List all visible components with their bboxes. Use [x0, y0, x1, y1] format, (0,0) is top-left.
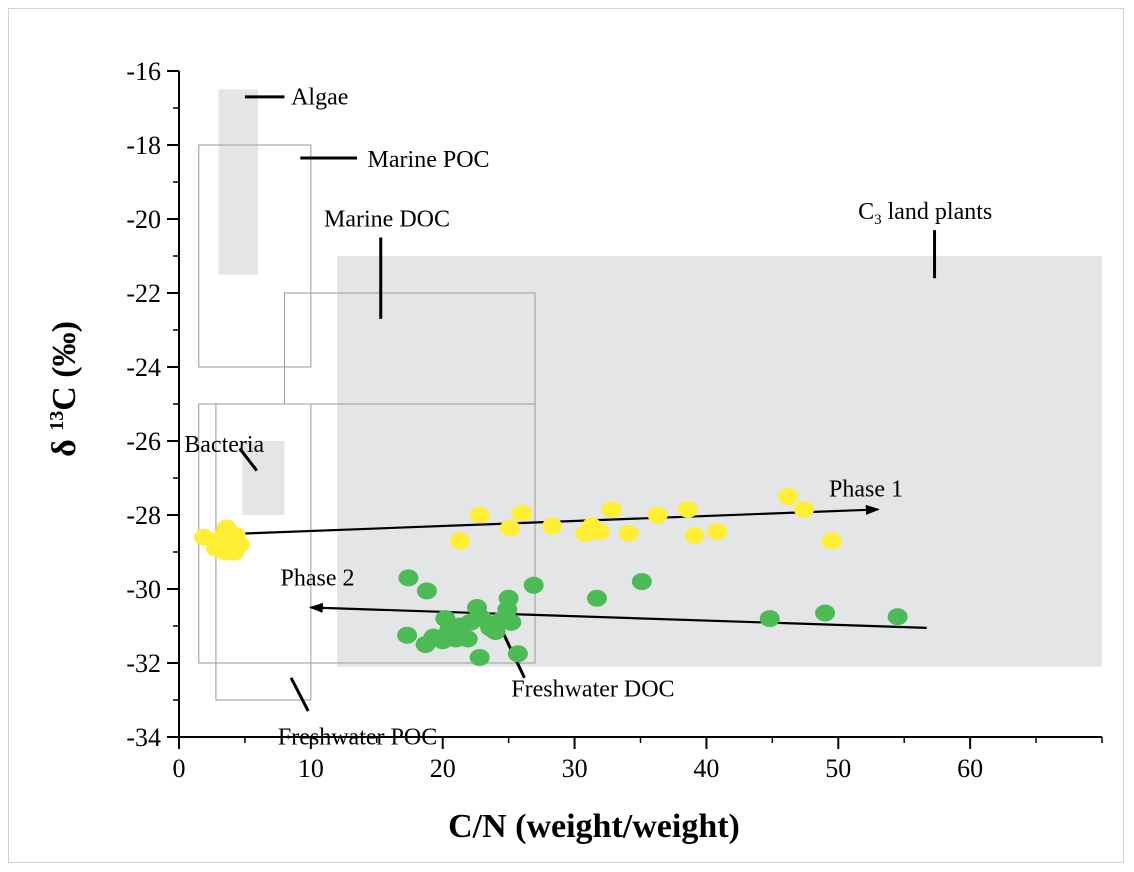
point-phase-1 [821, 532, 842, 550]
trend-arrows-layer [244, 504, 927, 629]
point-phase-2 [586, 589, 607, 607]
point-phase-2 [398, 569, 419, 587]
x-tick-label: 10 [298, 754, 324, 783]
point-phase-2 [759, 610, 780, 628]
point-phase-2 [416, 582, 437, 600]
y-tick-label: -28 [126, 501, 161, 530]
point-phase-2 [498, 589, 519, 607]
label-marine-doc: Marine DOC [324, 206, 450, 232]
annotation-labels-layer: Algae Marine POC Marine DOC C3 land plants B… [184, 84, 992, 750]
y-axis-title: δ 13C (‰) [46, 321, 83, 457]
region-marine-poc [198, 144, 312, 368]
scatter-chart: -34 -32 -30 -28 -26 -24 -22 -20 -18 -16 0 10 20 30 40 5… [46, 57, 1103, 845]
y-axis-title-prefix: δ [46, 431, 83, 457]
y-tick-label: -18 [126, 131, 161, 160]
point-phase-2 [469, 648, 490, 666]
region-c3-land-plants [337, 256, 1102, 667]
label-algae: Algae [291, 84, 348, 110]
point-phase-1 [601, 500, 622, 518]
y-tick-label: -22 [126, 279, 161, 308]
x-tick-label: 60 [957, 754, 983, 783]
regions-layer [198, 89, 1102, 701]
point-phase-1 [794, 500, 815, 518]
y-tick-label: -34 [126, 723, 161, 752]
label-freshwater-doc: Freshwater DOC [511, 676, 674, 702]
point-phase-1 [589, 523, 610, 541]
point-phase-2 [397, 626, 418, 644]
point-phase-1 [684, 526, 705, 544]
y-axis-title-suffix: C (‰) [46, 321, 83, 411]
label-c3-land-plants: C3 land plants [858, 199, 992, 228]
point-phase-2 [887, 608, 908, 626]
point-phase-2 [507, 645, 528, 663]
axes-layer: -34 -32 -30 -28 -26 -24 -22 -20 -18 -16 0 10 20 30 40 5… [126, 57, 1103, 783]
x-tick-label: 50 [825, 754, 851, 783]
region-algae [218, 89, 259, 275]
label-freshwater-poc: Freshwater POC [278, 724, 437, 750]
arrow-phase-1-trend [244, 504, 880, 535]
x-tick-label: 20 [430, 754, 456, 783]
y-tick-label: -26 [126, 427, 161, 456]
point-phase-1 [542, 517, 563, 535]
leader-line-freshwater-poc [289, 677, 310, 712]
point-phase-2 [523, 576, 544, 594]
y-tick-label: -32 [126, 649, 161, 678]
y-tick-label: -20 [126, 205, 161, 234]
point-phase-1 [215, 543, 236, 561]
x-tick-label: 40 [693, 754, 719, 783]
annotation-lines-layer [238, 95, 937, 712]
label-marine-poc: Marine POC [368, 147, 490, 173]
point-phase-1 [449, 532, 470, 550]
x-axis-title: C/N (weight/weight) [448, 808, 740, 845]
x-tick-label: 30 [562, 754, 588, 783]
points-layer [194, 488, 908, 666]
point-phase-1 [469, 506, 490, 524]
point-phase-1 [194, 528, 215, 546]
point-phase-1 [511, 504, 532, 522]
y-axis-title-sup: 13 [46, 411, 68, 431]
point-phase-1 [778, 488, 799, 505]
point-phase-1 [618, 525, 639, 542]
y-tick-label: -16 [126, 57, 161, 86]
point-phase-1 [677, 500, 698, 518]
point-phase-2 [501, 613, 522, 631]
point-phase-1 [499, 519, 520, 537]
region-bacteria [242, 441, 285, 515]
point-phase-2 [815, 604, 836, 622]
y-tick-label: -24 [126, 353, 161, 382]
leader-line-bacteria [238, 447, 258, 472]
label-bacteria: Bacteria [184, 432, 264, 458]
y-tick-label: -30 [126, 575, 161, 604]
arrow-phase-2-trend [308, 602, 927, 629]
point-phase-2 [457, 630, 478, 648]
point-phase-1 [706, 523, 727, 541]
label-phase2: Phase 2 [281, 565, 355, 591]
point-phase-2 [631, 573, 652, 591]
x-tick-label: 0 [173, 754, 186, 783]
label-phase1: Phase 1 [829, 477, 903, 503]
figure-frame: -34 -32 -30 -28 -26 -24 -22 -20 -18 -16 0 10 20 30 40 5… [8, 8, 1124, 863]
point-phase-1 [647, 506, 668, 524]
